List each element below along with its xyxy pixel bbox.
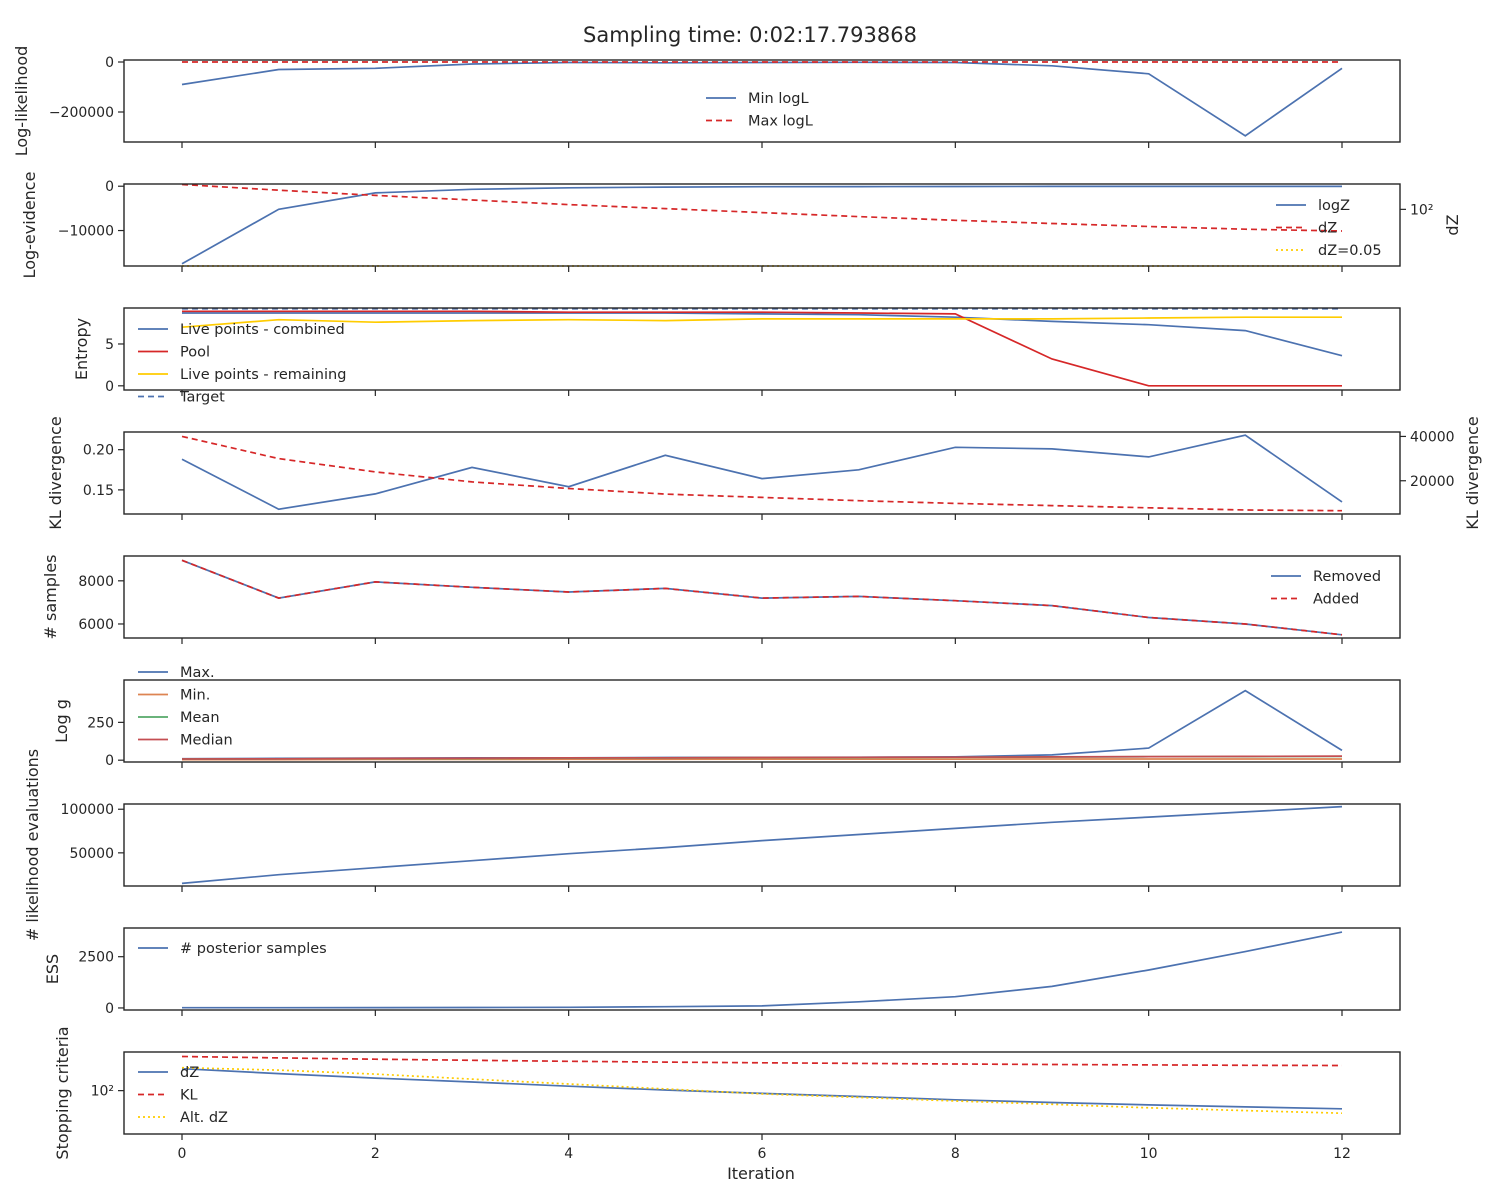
legend-label: Min. bbox=[180, 688, 210, 704]
legend: logZ dZ dZ=0.05 bbox=[1276, 198, 1382, 259]
series-line-2-0 bbox=[182, 312, 1343, 357]
panels: 0 −200000 Log-likelihood Min logL Max logL 0 −… bbox=[12, 46, 1482, 1162]
panel-7: 0 2500 ESS # posterior samples bbox=[43, 927, 1401, 1017]
panel-4: 6000 8000 # samples Removed Added bbox=[41, 555, 1401, 644]
x-tick-label: 0 bbox=[178, 1146, 187, 1162]
y-tick-label-right: 40000 bbox=[1410, 429, 1455, 445]
legend-label: logZ bbox=[1318, 198, 1350, 214]
x-tick-label: 4 bbox=[564, 1146, 573, 1162]
legend-label: Alt. dZ bbox=[180, 1110, 228, 1126]
x-axis-label: Iteration bbox=[727, 1164, 795, 1183]
y-tick-label: 100000 bbox=[61, 802, 114, 818]
legend: Live points - combined Pool Live points - … bbox=[138, 322, 346, 406]
panel-8: 10² 0 2 4 6 8 10 12 Stopping criteria dZ KL Alt. dZ bbox=[53, 1026, 1401, 1162]
legend-label: dZ bbox=[1318, 221, 1337, 237]
y-axis-label: Stopping criteria bbox=[53, 1026, 72, 1159]
legend-label: dZ bbox=[180, 1065, 199, 1081]
series-line-4-1 bbox=[181, 559, 1343, 636]
series-line-3-0 bbox=[181, 434, 1343, 511]
legend-label: Median bbox=[180, 733, 233, 749]
series-line-8-2 bbox=[181, 1066, 1343, 1115]
y-tick-label: −200000 bbox=[49, 105, 114, 121]
y-axis-label: # likelihood evaluations bbox=[23, 749, 42, 941]
legend-label: Removed bbox=[1313, 569, 1381, 585]
y-axis-label: Log g bbox=[52, 699, 71, 743]
series-line-5-3 bbox=[181, 755, 1343, 760]
panel-frame bbox=[123, 679, 1401, 763]
legend-label: Max logL bbox=[748, 114, 813, 130]
y-axis-label: ESS bbox=[43, 954, 62, 984]
series-line-6-0 bbox=[181, 805, 1343, 885]
series-line-8-0 bbox=[181, 1067, 1343, 1110]
x-tick-label: 10 bbox=[1140, 1146, 1158, 1162]
y-tick-label: 8000 bbox=[78, 574, 114, 590]
y-tick-label-right: 20000 bbox=[1410, 474, 1455, 490]
y-tick-label: 6000 bbox=[78, 617, 114, 633]
y-tick-label: 5 bbox=[105, 337, 114, 353]
y-tick-label: 0.15 bbox=[83, 483, 114, 499]
legend: # posterior samples bbox=[138, 941, 327, 957]
y-tick-label: 2500 bbox=[78, 950, 114, 966]
legend-label: # posterior samples bbox=[180, 941, 327, 957]
y-tick-label: 50000 bbox=[69, 846, 114, 862]
series-line-5-1 bbox=[181, 758, 1342, 761]
x-tick-label: 12 bbox=[1333, 1146, 1351, 1162]
legend-label: Pool bbox=[180, 345, 210, 361]
panel-frame bbox=[123, 555, 1401, 639]
y-axis-label: Log-evidence bbox=[20, 172, 39, 279]
legend-label: Added bbox=[1313, 592, 1359, 608]
y-axis-label: Entropy bbox=[72, 318, 91, 380]
y-axis-label: Log-likelihood bbox=[12, 46, 31, 157]
y-tick-label-right: 10² bbox=[1410, 202, 1433, 218]
x-tick-label: 8 bbox=[951, 1146, 960, 1162]
chart-title: Sampling time: 0:02:17.793868 bbox=[583, 23, 917, 47]
legend-label: Target bbox=[179, 390, 225, 406]
series-line-3-1 bbox=[181, 435, 1343, 512]
y-tick-label: −10000 bbox=[58, 224, 114, 240]
panel-frame bbox=[123, 183, 1401, 267]
x-tick-label: 2 bbox=[371, 1146, 380, 1162]
series-line-2-2 bbox=[181, 316, 1342, 329]
panel-0: 0 −200000 Log-likelihood Min logL Max logL bbox=[12, 46, 1401, 157]
y-axis-label: # samples bbox=[41, 555, 60, 640]
legend-label: KL bbox=[180, 1088, 198, 1104]
y-tick-label: 250 bbox=[87, 715, 114, 731]
y-axis-label-right: dZ bbox=[1443, 214, 1462, 235]
y-axis-label-right: KL divergence bbox=[1463, 416, 1482, 529]
legend-label: Live points - combined bbox=[180, 322, 345, 338]
legend: Min logL Max logL bbox=[706, 91, 813, 130]
legend-label: Min logL bbox=[748, 91, 809, 107]
series-line-7-0 bbox=[182, 931, 1343, 1009]
series-line-8-1 bbox=[181, 1055, 1343, 1067]
y-tick-label: 0 bbox=[105, 379, 114, 395]
y-tick-label: 0 bbox=[105, 55, 114, 71]
series-line-5-0 bbox=[181, 689, 1343, 760]
series-line-1-0 bbox=[181, 185, 1342, 265]
panel-6: 50000 100000 # likelihood evaluations bbox=[23, 749, 1401, 941]
legend: Removed Added bbox=[1271, 569, 1381, 608]
x-tick-label: 6 bbox=[758, 1146, 767, 1162]
y-tick-label: 0 bbox=[105, 1001, 114, 1017]
legend: Max. Min. Mean Median bbox=[138, 665, 233, 749]
y-tick-label: 0.20 bbox=[83, 443, 114, 459]
series-line-1-1 bbox=[181, 183, 1343, 232]
y-tick-label: 0 bbox=[105, 179, 114, 195]
legend-label: Live points - remaining bbox=[180, 367, 346, 383]
y-tick-label: 10² bbox=[91, 1084, 114, 1100]
legend-label: Mean bbox=[180, 710, 220, 726]
panel-frame bbox=[123, 803, 1401, 887]
legend: dZ KL Alt. dZ bbox=[138, 1065, 228, 1126]
legend-label: dZ=0.05 bbox=[1318, 243, 1382, 259]
y-axis-label: KL divergence bbox=[46, 416, 65, 529]
panel-1: 0 −10000 10² Log-evidence dZ logZ dZ dZ=0.05 bbox=[20, 172, 1462, 279]
series-line-4-0 bbox=[181, 559, 1343, 636]
panel-5: 0 250 Log g Max. Min. Mean Median bbox=[52, 665, 1401, 769]
series-line-2-1 bbox=[182, 310, 1342, 387]
legend-label: Max. bbox=[180, 665, 215, 681]
y-tick-label: 0 bbox=[105, 753, 114, 769]
panel-3: 0.15 0.20 20000 40000 KL divergence KL diverg… bbox=[46, 416, 1482, 529]
